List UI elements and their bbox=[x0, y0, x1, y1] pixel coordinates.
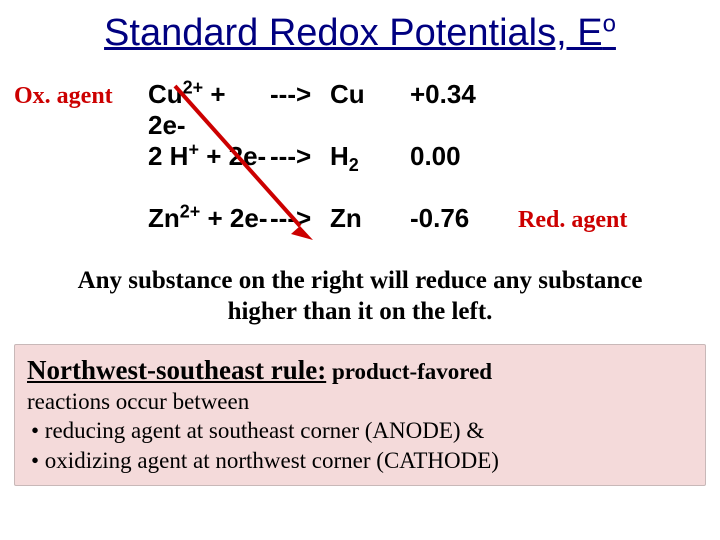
reaction-arrow: ---> bbox=[270, 141, 330, 172]
title-text: Standard Redox Potentials, E bbox=[104, 12, 603, 54]
equation-row: Zn2+ + 2e- ---> Zn -0.76 Red. agent bbox=[20, 203, 720, 243]
rule-subheading: product-favored bbox=[326, 359, 492, 384]
equation-row: Cu2+ + 2e- ---> Cu +0.34 bbox=[20, 79, 720, 119]
rule-bullet: • oxidizing agent at northwest corner (C… bbox=[31, 448, 499, 473]
species-charge: 2+ bbox=[183, 77, 204, 97]
species-symbol: Cu bbox=[148, 79, 183, 109]
rule-heading: Northwest-southeast rule: bbox=[27, 355, 326, 385]
reaction-arrow: ---> bbox=[270, 79, 330, 110]
product-species: Zn bbox=[330, 203, 410, 234]
species-charge: + bbox=[188, 139, 199, 159]
potential-value: +0.34 bbox=[410, 79, 510, 110]
species-symbol: 2 H bbox=[148, 141, 188, 171]
reducing-agent-label: Red. agent bbox=[518, 207, 627, 234]
summary-text: Any substance on the right will reduce a… bbox=[30, 265, 690, 328]
plus-electrons: + 2e- bbox=[200, 203, 267, 233]
rule-box: Northwest-southeast rule: product-favore… bbox=[14, 344, 706, 487]
rule-bullet: • reducing agent at southeast corner (AN… bbox=[31, 418, 484, 443]
equations-block: Ox. agent Cu2+ + 2e- ---> Cu +0.34 2 H+ … bbox=[20, 79, 720, 243]
reaction-arrow: ---> bbox=[270, 203, 330, 234]
summary-line: Any substance on the right will reduce a… bbox=[78, 267, 643, 294]
summary-line: higher than it on the left. bbox=[228, 298, 493, 325]
reactant-species: 2 H+ + 2e- bbox=[20, 141, 270, 172]
plus-electrons: + 2e- bbox=[199, 141, 266, 171]
oxidizing-agent-label: Ox. agent bbox=[14, 83, 113, 110]
page-title: Standard Redox Potentials, Eo bbox=[0, 0, 720, 55]
product-species: Cu bbox=[330, 79, 410, 110]
potential-value: -0.76 bbox=[410, 203, 510, 234]
potential-value: 0.00 bbox=[410, 141, 510, 172]
species-symbol: Zn bbox=[148, 203, 180, 233]
species-charge: 2+ bbox=[180, 201, 201, 221]
rule-line: reactions occur between bbox=[27, 389, 249, 414]
title-superscript: o bbox=[603, 10, 616, 37]
equation-row: 2 H+ + 2e- ---> H2 0.00 bbox=[20, 141, 720, 181]
product-species: H2 bbox=[330, 141, 410, 172]
reactant-species: Zn2+ + 2e- bbox=[20, 203, 270, 234]
